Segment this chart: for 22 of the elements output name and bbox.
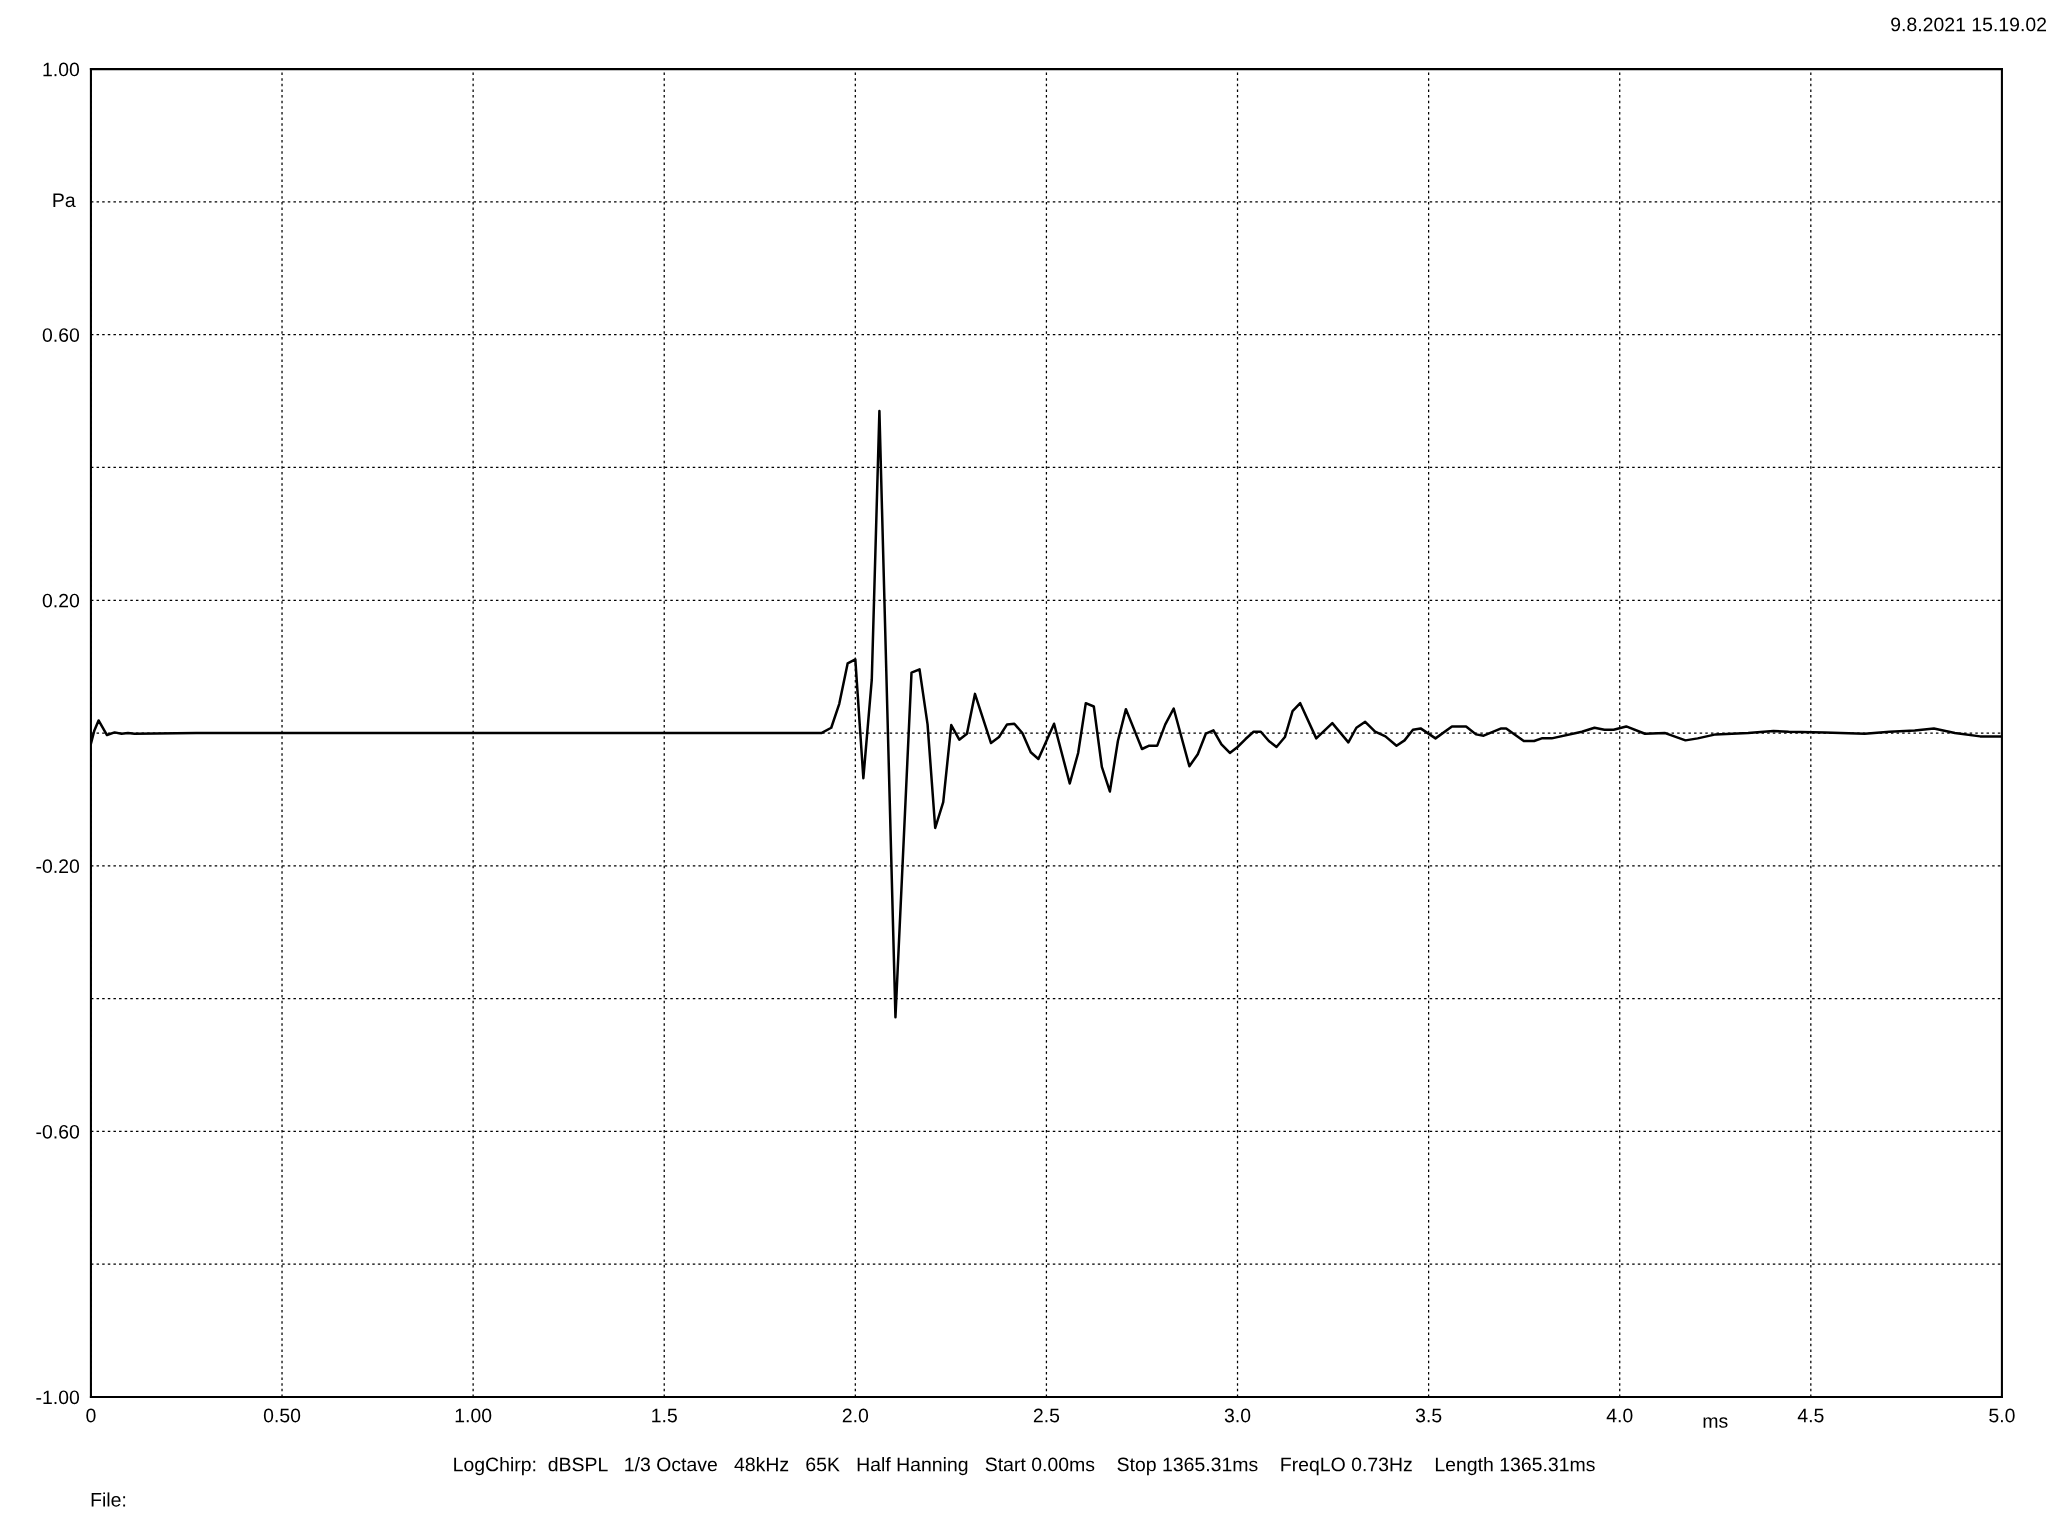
y-tick-label: 0.60 (42, 328, 80, 342)
y-tick-label: -1.00 (36, 1390, 80, 1405)
x-tick-label: 1.00 (455, 1408, 492, 1423)
x-tick-label: 4.0 (1606, 1408, 1633, 1423)
x-tick-label: 0 (86, 1408, 96, 1423)
y-tick-label: 1.00 (43, 62, 80, 77)
x-tick-label: 1.5 (652, 1408, 677, 1423)
x-tick-label: 5.0 (1989, 1408, 2015, 1423)
y-tick-label: -0.20 (36, 859, 80, 874)
x-tick-label: 2.5 (1033, 1408, 1060, 1423)
text: LogChirp: dBSPL 1/3 Octave 48kHz 65K Half Hanning Start 0.00ms Stop 1365.31ms FreqLO 0.73Hz Length 1365.31ms (454, 1457, 1595, 1476)
x-tick-label: 0.50 (263, 1408, 301, 1423)
text: 9.8.2021 15.19.02 (1891, 17, 2047, 32)
x-axis-title: ms (1703, 1417, 1728, 1428)
x-tick-label: 2.0 (842, 1408, 869, 1423)
x-tick-label: 3.5 (1415, 1408, 1442, 1423)
text: File: (91, 1492, 126, 1507)
y-axis-title: Pa (53, 193, 76, 208)
x-tick-label: 4.5 (1797, 1408, 1824, 1423)
y-tick-label: -0.60 (36, 1124, 80, 1139)
x-tick-label: 3.0 (1224, 1408, 1251, 1423)
y-tick-label: 0.20 (42, 593, 80, 608)
